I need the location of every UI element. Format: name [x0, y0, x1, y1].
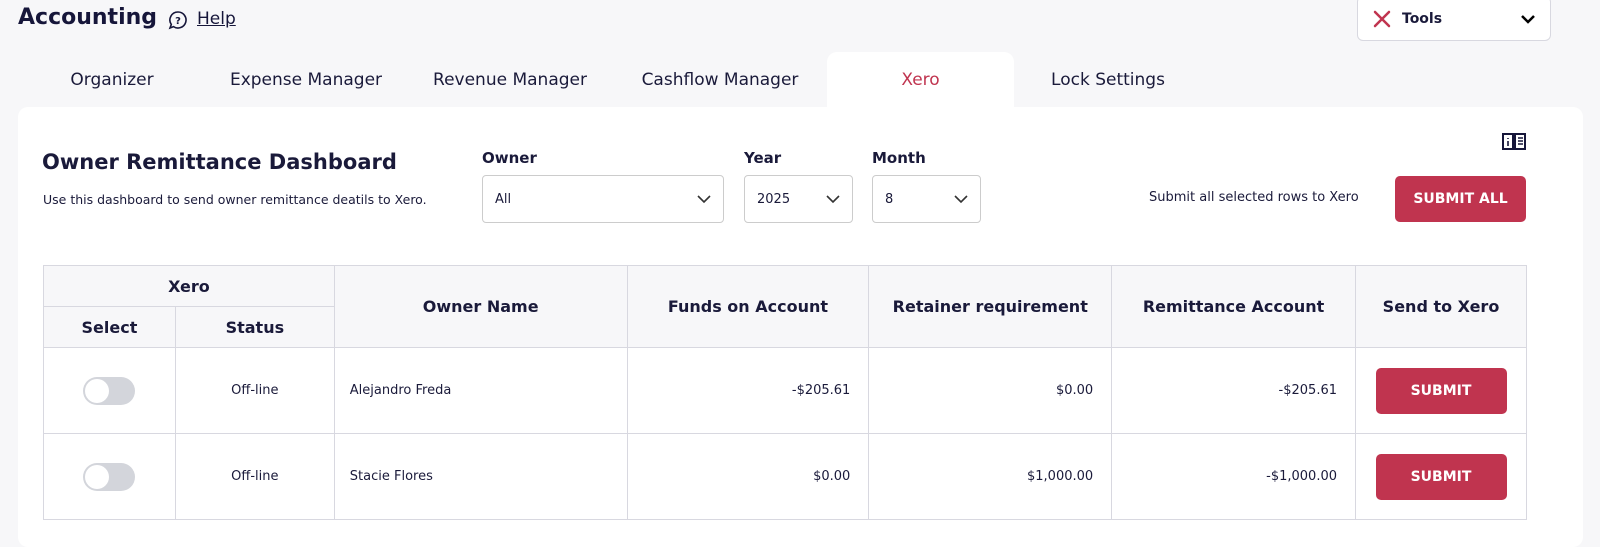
year-label: Year — [744, 149, 782, 167]
status-cell: Off-line — [174, 433, 335, 520]
send-header: Send to Xero — [1355, 265, 1527, 348]
year-value: 2025 — [757, 191, 791, 207]
tools-label: Tools — [1402, 10, 1443, 27]
month-value: 8 — [885, 191, 894, 207]
chevron-down-icon — [954, 195, 968, 204]
chevron-down-icon — [826, 195, 840, 204]
funds-cell: $0.00 — [626, 433, 870, 520]
select-header: Select — [43, 306, 176, 348]
submit-button[interactable]: SUBMIT — [1375, 367, 1507, 414]
tools-dropdown[interactable]: Tools — [1357, 0, 1551, 41]
tab-organizer[interactable]: Organizer — [70, 70, 154, 90]
xero-group-header: Xero — [43, 265, 335, 307]
table-row: Off-line Stacie Flores $0.00 $1,000.00 -… — [43, 433, 1527, 520]
submit-button[interactable]: SUBMIT — [1375, 453, 1507, 500]
dashboard-subtitle: Use this dashboard to send owner remitta… — [43, 192, 427, 207]
chevron-down-icon — [697, 195, 711, 204]
remittance-header: Remittance Account — [1111, 265, 1356, 348]
month-label: Month — [872, 149, 926, 167]
tab-cashflow-manager[interactable]: Cashflow Manager — [641, 70, 799, 90]
table-row: Off-line Alejandro Freda -$205.61 $0.00 … — [43, 347, 1527, 434]
funds-cell: -$205.61 — [626, 347, 870, 434]
retainer-cell: $1,000.00 — [868, 433, 1113, 520]
owner-name-header: Owner Name — [333, 265, 628, 348]
owner-select[interactable]: All — [482, 175, 724, 223]
owner-value: All — [495, 191, 512, 207]
remittance-cell: -$205.61 — [1111, 347, 1356, 434]
select-toggle[interactable] — [83, 376, 136, 405]
help-chat-icon[interactable]: ? — [168, 10, 188, 30]
select-toggle[interactable] — [83, 462, 136, 491]
status-cell: Off-line — [174, 347, 335, 434]
funds-header: Funds on Account — [626, 265, 870, 348]
status-header: Status — [174, 306, 335, 348]
submit-all-hint: Submit all selected rows to Xero — [1149, 190, 1359, 205]
tab-xero[interactable]: Xero — [827, 52, 1014, 108]
page-title: Accounting — [18, 5, 158, 30]
month-select[interactable]: 8 — [872, 175, 981, 223]
tab-expense-manager[interactable]: Expense Manager — [229, 70, 383, 90]
tab-revenue-manager[interactable]: Revenue Manager — [433, 70, 587, 90]
owner-label: Owner — [482, 149, 537, 167]
tools-icon — [1373, 10, 1391, 27]
dashboard-title: Owner Remittance Dashboard — [42, 150, 397, 174]
owner-cell: Alejandro Freda — [333, 347, 628, 434]
remittance-cell: -$1,000.00 — [1111, 433, 1356, 520]
retainer-cell: $0.00 — [868, 347, 1113, 434]
chevron-down-icon — [1521, 14, 1535, 24]
year-select[interactable]: 2025 — [744, 175, 853, 223]
help-link[interactable]: Help — [197, 9, 236, 29]
tab-lock-settings[interactable]: Lock Settings — [1051, 70, 1165, 90]
info-book-icon[interactable] — [1502, 133, 1526, 151]
submit-all-button[interactable]: SUBMIT ALL — [1395, 176, 1526, 222]
remittance-table: Xero Owner Name Funds on Account Retaine… — [43, 265, 1527, 520]
svg-text:?: ? — [175, 16, 181, 27]
owner-cell: Stacie Flores — [333, 433, 628, 520]
retainer-header: Retainer requirement — [868, 265, 1113, 348]
